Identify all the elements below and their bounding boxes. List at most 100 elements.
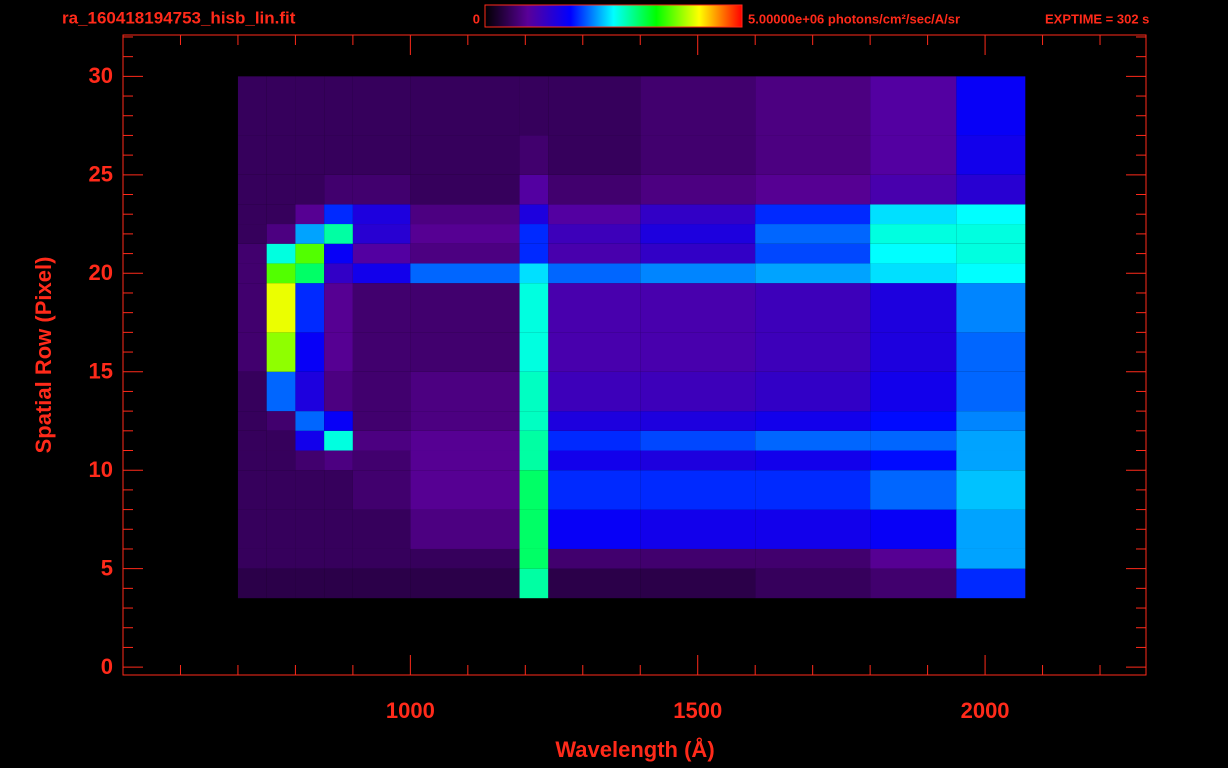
colorbar-label: 5.00000e+06 photons/cm²/sec/A/sr — [748, 11, 960, 26]
heatmap-cell — [266, 243, 296, 264]
heatmap-cell — [519, 371, 549, 412]
heatmap-cell — [237, 283, 267, 333]
chart-title: ra_160418194753_hisb_lin.fit — [62, 8, 296, 27]
heatmap-cell — [519, 76, 549, 136]
heatmap-cell — [755, 263, 871, 284]
heatmap-cell — [237, 135, 267, 175]
heatmap-cell — [870, 76, 957, 136]
heatmap-cell — [755, 283, 871, 333]
heatmap-cell — [266, 174, 296, 205]
heatmap-cell — [519, 135, 549, 175]
heatmap-cell — [956, 263, 1026, 284]
heatmap-cell — [548, 76, 641, 136]
heatmap-cell — [870, 411, 957, 431]
heatmap-cell — [295, 174, 325, 205]
heatmap-cell — [295, 371, 325, 412]
heatmap-cell — [519, 204, 549, 225]
heatmap-cell — [640, 332, 756, 372]
heatmap-cell — [352, 509, 411, 549]
heatmap-cell — [548, 509, 641, 549]
heatmap-cell — [237, 450, 267, 471]
y-tick-label: 0 — [101, 654, 113, 679]
heatmap-cell — [755, 470, 871, 510]
heatmap-cell — [519, 411, 549, 431]
heatmap-cell — [640, 548, 756, 569]
heatmap-cell — [755, 509, 871, 549]
y-tick-label: 10 — [89, 457, 113, 482]
heatmap-cell — [352, 263, 411, 284]
heatmap-cell — [755, 204, 871, 225]
heatmap-cell — [956, 332, 1026, 372]
heatmap-cell — [548, 263, 641, 284]
heatmap-cell — [870, 332, 957, 372]
heatmap-cell — [295, 470, 325, 510]
heatmap-cell — [519, 283, 549, 333]
heatmap-cell — [640, 450, 756, 471]
heatmap-cell — [755, 174, 871, 205]
heatmap-cell — [755, 135, 871, 175]
heatmap-cell — [956, 204, 1026, 225]
heatmap-cell — [295, 332, 325, 372]
heatmap-cell — [519, 470, 549, 510]
heatmap-cell — [352, 283, 411, 333]
heatmap-cell — [410, 332, 520, 372]
heatmap-cell — [324, 371, 353, 412]
heatmap-cell — [548, 470, 641, 510]
heatmap-cell — [519, 450, 549, 471]
heatmap-cell — [956, 283, 1026, 333]
heatmap-cell — [266, 509, 296, 549]
heatmap-cell — [755, 548, 871, 569]
heatmap-cell — [548, 568, 641, 599]
heatmap-cell — [324, 243, 353, 264]
heatmap-cell — [295, 411, 325, 431]
heatmap-cell — [324, 332, 353, 372]
heatmap-cell — [266, 76, 296, 136]
heatmap-cell — [410, 371, 520, 412]
heatmap-cell — [870, 548, 957, 569]
heatmap-cell — [324, 224, 353, 244]
heatmap-cell — [295, 263, 325, 284]
heatmap-cell — [324, 450, 353, 471]
heatmap-cell — [956, 568, 1026, 599]
heatmap-cell — [266, 263, 296, 284]
heatmap-cell — [237, 509, 267, 549]
heatmap-cell — [548, 430, 641, 451]
heatmap-cell — [352, 243, 411, 264]
plot-frame — [122, 34, 1147, 676]
heatmap-cell — [295, 204, 325, 225]
heatmap-cell — [324, 263, 353, 284]
heatmap-cell — [410, 548, 520, 569]
heatmap-cell — [956, 243, 1026, 264]
heatmap-cell — [640, 243, 756, 264]
heatmap-cell — [410, 243, 520, 264]
heatmap-cell — [548, 174, 641, 205]
heatmap-cell — [519, 332, 549, 372]
heatmap-cell — [324, 411, 353, 431]
heatmap-cell — [237, 263, 267, 284]
y-tick-label: 25 — [89, 162, 113, 187]
heatmap-cell — [266, 411, 296, 431]
heatmap-cell — [956, 76, 1026, 136]
y-tick-label: 30 — [89, 63, 113, 88]
heatmap-cell — [640, 568, 756, 599]
heatmap-cell — [640, 204, 756, 225]
heatmap-cell — [548, 243, 641, 264]
heatmap-cell — [755, 243, 871, 264]
heatmap-cell — [324, 204, 353, 225]
heatmap-cell — [548, 371, 641, 412]
heatmap-cell — [410, 509, 520, 549]
heatmap-cell — [295, 243, 325, 264]
heatmap-cell — [956, 371, 1026, 412]
heatmap-cell — [956, 470, 1026, 510]
heatmap-cell — [295, 76, 325, 136]
heatmap-cell — [266, 135, 296, 175]
heatmap-cell — [237, 470, 267, 510]
heatmap-cell — [352, 371, 411, 412]
heatmap-cell — [519, 243, 549, 264]
heatmap-cell — [352, 470, 411, 510]
heatmap-cell — [352, 174, 411, 205]
heatmap-cell — [237, 224, 267, 244]
heatmap-cell — [266, 548, 296, 569]
heatmap-cell — [410, 76, 520, 136]
heatmap-cell — [640, 470, 756, 510]
